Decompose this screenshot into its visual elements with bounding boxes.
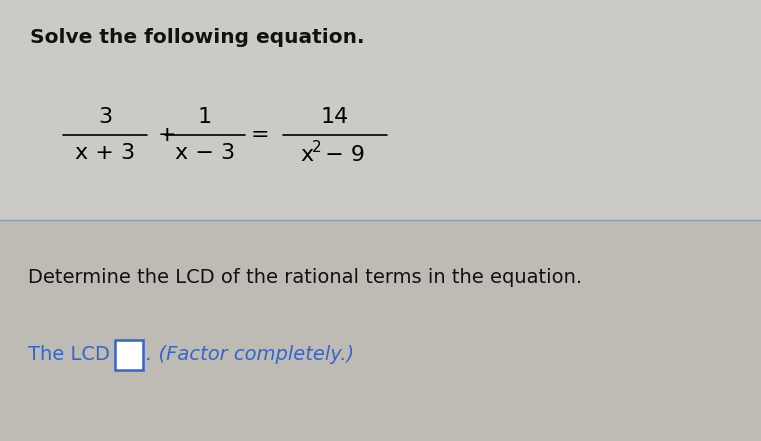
Text: 2: 2 xyxy=(312,140,322,155)
Text: . (Factor completely.): . (Factor completely.) xyxy=(146,345,354,365)
Text: Determine the LCD of the rational terms in the equation.: Determine the LCD of the rational terms … xyxy=(28,268,582,287)
Text: 14: 14 xyxy=(321,107,349,127)
Text: Solve the following equation.: Solve the following equation. xyxy=(30,28,365,47)
Text: 3: 3 xyxy=(98,107,112,127)
Text: =: = xyxy=(250,125,269,145)
Text: 1: 1 xyxy=(198,107,212,127)
Text: − 9: − 9 xyxy=(318,145,365,165)
Text: +: + xyxy=(158,125,177,145)
Text: The LCD is: The LCD is xyxy=(28,345,138,365)
Text: x: x xyxy=(300,145,313,165)
Text: x + 3: x + 3 xyxy=(75,143,135,163)
Bar xyxy=(115,340,143,370)
Text: x − 3: x − 3 xyxy=(175,143,235,163)
